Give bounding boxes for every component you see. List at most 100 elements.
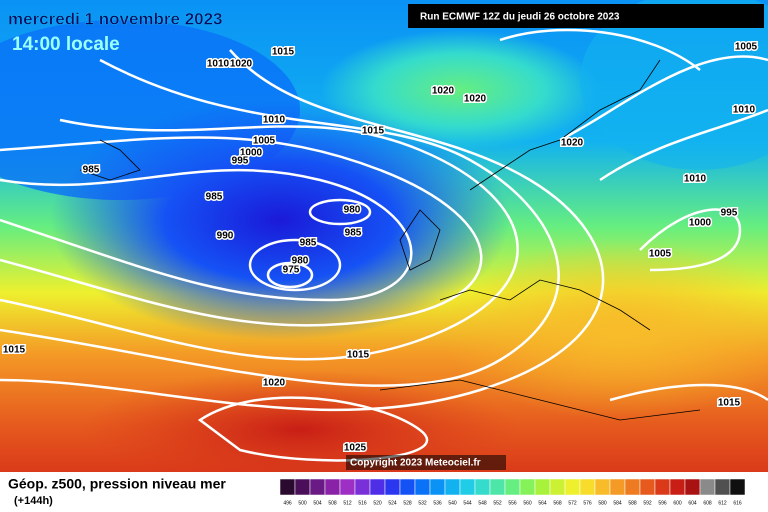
isobar-label: 1025: [344, 443, 367, 454]
color-label: 528: [403, 500, 412, 506]
color-swatch: [624, 478, 641, 496]
color-label: 568: [553, 500, 562, 506]
coastlines: [79, 59, 701, 421]
color-label: 560: [523, 500, 532, 506]
color-label: 536: [433, 500, 442, 506]
color-label: 516: [358, 500, 367, 506]
color-swatch: [339, 478, 356, 496]
isobar-label: 1015: [362, 126, 385, 137]
color-swatch: [564, 478, 581, 496]
color-label: 552: [493, 500, 502, 506]
color-swatch: [294, 478, 311, 496]
color-swatch: [444, 478, 461, 496]
isobar-label: 995: [232, 156, 249, 167]
color-swatch: [399, 478, 416, 496]
color-swatch: [729, 478, 746, 496]
isobar-label: 1015: [347, 350, 370, 361]
color-swatch: [384, 478, 401, 496]
color-label: 548: [478, 500, 487, 506]
color-swatch: [429, 478, 446, 496]
color-label: 588: [628, 500, 637, 506]
isobar-label: 1010: [207, 59, 230, 70]
color-swatch: [354, 478, 371, 496]
isobar-label: 1005: [649, 249, 672, 260]
isobar-label: 1005: [253, 136, 276, 147]
color-label: 596: [658, 500, 667, 506]
color-label: 576: [583, 500, 592, 506]
color-swatch: [684, 478, 701, 496]
color-label: 524: [388, 500, 397, 506]
color-label: 616: [733, 500, 742, 506]
map-field: [0, 0, 768, 490]
color-swatch: [324, 478, 341, 496]
color-swatch: [519, 478, 536, 496]
color-swatch: [489, 478, 506, 496]
color-label: 580: [598, 500, 607, 506]
color-swatch: [594, 478, 611, 496]
isobar-label: 980: [344, 205, 361, 216]
isobar-label: 1020: [432, 86, 455, 97]
color-label: 544: [463, 500, 472, 506]
isobar-label: 1015: [718, 398, 741, 409]
isobar-label: 1010: [684, 174, 707, 185]
color-bar: 496 500 504 508 512 516 520 524 528 532 536 540 544 5…: [279, 478, 746, 506]
isobar-label: 1000: [240, 148, 263, 159]
color-label: 604: [688, 500, 697, 506]
copyright: Copyright 2023 Meteociel.fr: [350, 458, 481, 469]
color-label: 564: [538, 500, 547, 506]
isobar-label: 1000: [689, 218, 712, 229]
isobar-label: 1015: [3, 345, 26, 356]
color-label: 504: [313, 500, 322, 506]
color-swatch: [579, 478, 596, 496]
color-swatch: [279, 478, 296, 496]
color-swatch: [459, 478, 476, 496]
forecast-date: mercredi 1 novembre 2023: [8, 9, 223, 28]
footer-title: Géop. z500, pression niveau mer: [8, 476, 226, 492]
forecast-time: 14:00 locale: [12, 34, 120, 55]
color-label: 572: [568, 500, 577, 506]
color-label: 508: [328, 500, 337, 506]
isobar-label: 1020: [230, 59, 253, 70]
color-label: 512: [343, 500, 352, 506]
color-swatch: [654, 478, 671, 496]
color-label: 584: [613, 500, 622, 506]
color-label: 592: [643, 500, 652, 506]
isobar-label: 1020: [561, 138, 584, 149]
isobar-label: 1020: [464, 94, 487, 105]
color-swatch: [714, 478, 731, 496]
color-swatch: [504, 478, 521, 496]
color-swatch: [639, 478, 656, 496]
isobar-label: 975: [283, 265, 300, 276]
isobar-label: 1020: [263, 378, 286, 389]
color-swatch: [369, 478, 386, 496]
color-label: 532: [418, 500, 427, 506]
color-label: 556: [508, 500, 517, 506]
color-label: 500: [298, 500, 307, 506]
run-box: [408, 4, 764, 28]
color-label: 496: [283, 500, 292, 506]
color-swatch: [669, 478, 686, 496]
isobar-label: 1005: [735, 42, 758, 53]
color-label: 612: [718, 500, 727, 506]
color-swatch: [534, 478, 551, 496]
copyright-box: [346, 455, 506, 470]
color-swatch: [309, 478, 326, 496]
isobar-label: 995: [721, 208, 738, 219]
run-info: Run ECMWF 12Z du jeudi 26 octobre 2023: [420, 12, 620, 23]
isobar-label: 1015: [272, 47, 295, 58]
color-label: 600: [673, 500, 682, 506]
color-swatch: [474, 478, 491, 496]
isobar-label: 1010: [263, 115, 286, 126]
color-swatch: [414, 478, 431, 496]
footer-lead: (+144h): [14, 495, 53, 507]
isobar-lines: [0, 28, 768, 462]
isobar-label: 985: [345, 228, 362, 239]
isobar-label: 985: [83, 165, 100, 176]
isobar-label: 1010: [733, 105, 756, 116]
color-swatch: [549, 478, 566, 496]
color-swatch: [699, 478, 716, 496]
color-label: 608: [703, 500, 712, 506]
isobar-label: 990: [217, 231, 234, 242]
